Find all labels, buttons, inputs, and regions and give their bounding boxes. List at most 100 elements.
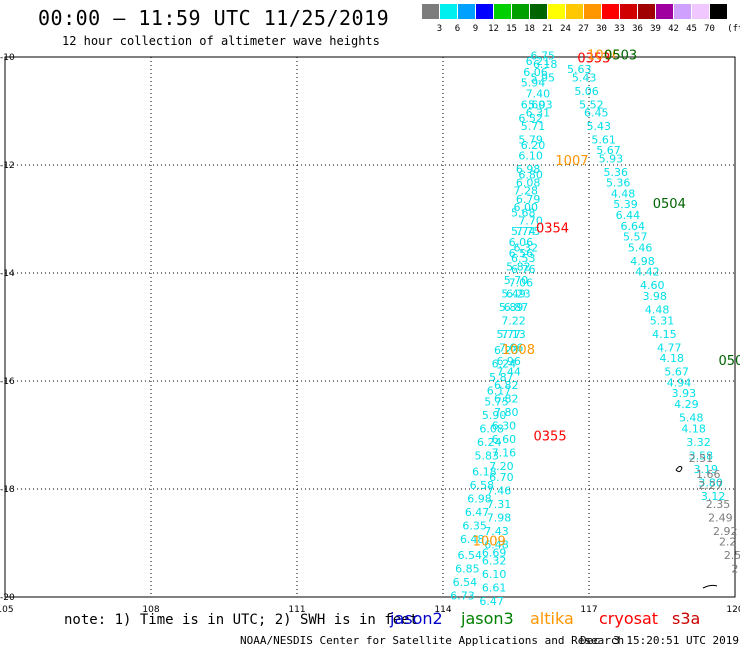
wave-height-value: 4.42 bbox=[635, 266, 660, 279]
wave-height-value: 6.87 bbox=[504, 301, 529, 314]
scale-label-33: 33 bbox=[614, 24, 625, 34]
wave-height-value: 6.48 bbox=[484, 538, 509, 551]
track-b: 5.635.435.065.526.455.435.615.675.935.36… bbox=[567, 63, 725, 503]
wave-height-value: 3.32 bbox=[686, 436, 711, 449]
scale-swatch-max bbox=[710, 4, 727, 19]
wave-height-value: 5.36 bbox=[604, 166, 629, 179]
wave-height-value: 6.60 bbox=[492, 433, 517, 446]
generated-timestamp: Dec 3 15:20:51 UTC 2019 bbox=[580, 634, 739, 647]
wave-height-value: 6.54 bbox=[453, 576, 478, 589]
wave-height-value: 2.5 bbox=[724, 549, 740, 562]
scale-swatch-24 bbox=[548, 4, 565, 19]
lat-label--18: -18 bbox=[0, 485, 15, 495]
wave-height-value: 3.19 bbox=[694, 463, 719, 476]
wave-height-value: 5.67 bbox=[664, 366, 689, 379]
wave-height-value: 3.80 bbox=[698, 476, 723, 489]
satellite-s3a-label: s3a bbox=[672, 609, 701, 628]
scale-swatch-3 bbox=[422, 4, 439, 19]
lat-lon-grid bbox=[5, 57, 735, 597]
wave-height-value: 4.18 bbox=[659, 352, 684, 365]
scale-swatch-6 bbox=[440, 4, 457, 19]
wave-height-value: 5.82 bbox=[506, 260, 531, 273]
wave-height-value: 3.93 bbox=[672, 387, 697, 400]
scale-swatch-27 bbox=[566, 4, 583, 19]
wave-height-value: 5.31 bbox=[650, 314, 675, 327]
scale-swatch-45 bbox=[674, 4, 691, 19]
wave-height-value: 5.61 bbox=[591, 133, 616, 146]
wave-height-value: 6.30 bbox=[492, 420, 517, 433]
pass-time-label-0353: 0353 bbox=[577, 51, 610, 66]
wave-height-value: 6.10 bbox=[518, 150, 543, 163]
wave-height-value: 5.71 bbox=[521, 120, 546, 133]
wave-height-value: 6.35 bbox=[462, 520, 487, 533]
wave-height-value: 6.52 bbox=[518, 112, 543, 125]
pass-time-label-0504: 0504 bbox=[653, 197, 686, 212]
scale-swatch-21 bbox=[530, 4, 547, 19]
wave-height-value: 5.83 bbox=[475, 449, 500, 462]
scale-swatch-9 bbox=[458, 4, 475, 19]
wave-height-value: 4.60 bbox=[640, 279, 665, 292]
wave-height-value: 7.98 bbox=[487, 511, 512, 524]
wave-height-value: 7.43 bbox=[484, 525, 509, 538]
wave-height-value: 6.75 bbox=[531, 50, 556, 63]
wave-height-value: 5.93 bbox=[599, 152, 624, 165]
wave-height-value: 6.44 bbox=[616, 209, 641, 222]
scale-label-70: 70 bbox=[704, 24, 715, 34]
lat-label--12: -12 bbox=[0, 161, 15, 171]
page-title: 00:00 – 11:59 UTC 11/25/2019 bbox=[38, 6, 390, 30]
wave-height-value: 6.96 bbox=[496, 355, 521, 368]
wave-height-value: 6.82 bbox=[494, 379, 519, 392]
scale-label-45: 45 bbox=[686, 24, 697, 34]
wave-height-value: 6.69 bbox=[482, 547, 507, 560]
lat-label--20: -20 bbox=[0, 593, 15, 603]
wave-height-value: 6.80 bbox=[518, 169, 543, 182]
wave-height-value: 7.46 bbox=[487, 484, 512, 497]
wave-height-value: 6.08 bbox=[479, 422, 504, 435]
wave-height-value: 6.23 bbox=[494, 344, 519, 357]
scale-label-30: 30 bbox=[596, 24, 607, 34]
scale-label-39: 39 bbox=[650, 24, 661, 34]
wave-height-value: 5.52 bbox=[579, 98, 604, 111]
wave-height-value: 5.70 bbox=[504, 274, 529, 287]
wave-height-value: 6.32 bbox=[513, 241, 538, 254]
wave-height-value: 5.90 bbox=[482, 409, 507, 422]
wave-height-value: 5.95 bbox=[531, 71, 556, 84]
wave-height-value: 7.70 bbox=[518, 214, 543, 227]
wave-height-value: 6.18 bbox=[472, 466, 497, 479]
satellite-cryosat-label: cryosat bbox=[599, 609, 659, 628]
lon-label-111: 111 bbox=[288, 605, 305, 615]
pass-time-label-0503: 0503 bbox=[604, 49, 637, 64]
lat-label--16: -16 bbox=[0, 377, 15, 387]
wave-height-value: 7.66 bbox=[499, 341, 524, 354]
coastline-fragment-2 bbox=[702, 584, 718, 589]
lon-label-114: 114 bbox=[434, 605, 451, 615]
wave-height-value: 6.64 bbox=[621, 220, 646, 233]
wave-height-value: 2.35 bbox=[706, 498, 731, 511]
wave-height-value: 6.73 bbox=[450, 590, 475, 603]
lon-label-105: 105 bbox=[0, 605, 14, 615]
wave-height-value: 5.49 bbox=[501, 287, 526, 300]
wave-height-value: 5.68 bbox=[511, 206, 536, 219]
wave-height-value: 4.98 bbox=[630, 255, 655, 268]
track-c: 2.51 1.662.27 2.352.492.922.22.52 bbox=[689, 452, 740, 576]
scale-label-15: 15 bbox=[506, 24, 517, 34]
page-subtitle: 12 hour collection of altimeter wave hei… bbox=[62, 34, 380, 48]
wave-height-value: 6.76 bbox=[511, 263, 536, 276]
scale-swatch-70 bbox=[692, 4, 709, 19]
wave-height-value: 6.48 bbox=[460, 533, 485, 546]
wave-height-value: 6.00 bbox=[513, 201, 538, 214]
scale-label-18: 18 bbox=[524, 24, 535, 34]
scale-swatch-33 bbox=[602, 4, 619, 19]
wave-height-value: 6.47 bbox=[479, 595, 504, 608]
wave-height-value: 7.16 bbox=[492, 447, 517, 460]
scale-swatch-18 bbox=[512, 4, 529, 19]
wave-height-value: 6.20 bbox=[521, 139, 546, 152]
wave-height-value: 6.06 bbox=[523, 66, 548, 79]
wave-height-value: 7.22 bbox=[501, 314, 526, 327]
wave-height-value: 1.66 bbox=[696, 468, 721, 481]
scale-swatch-12 bbox=[476, 4, 493, 19]
wave-height-value: 6.82 bbox=[494, 393, 519, 406]
scale-label-24: 24 bbox=[560, 24, 571, 34]
